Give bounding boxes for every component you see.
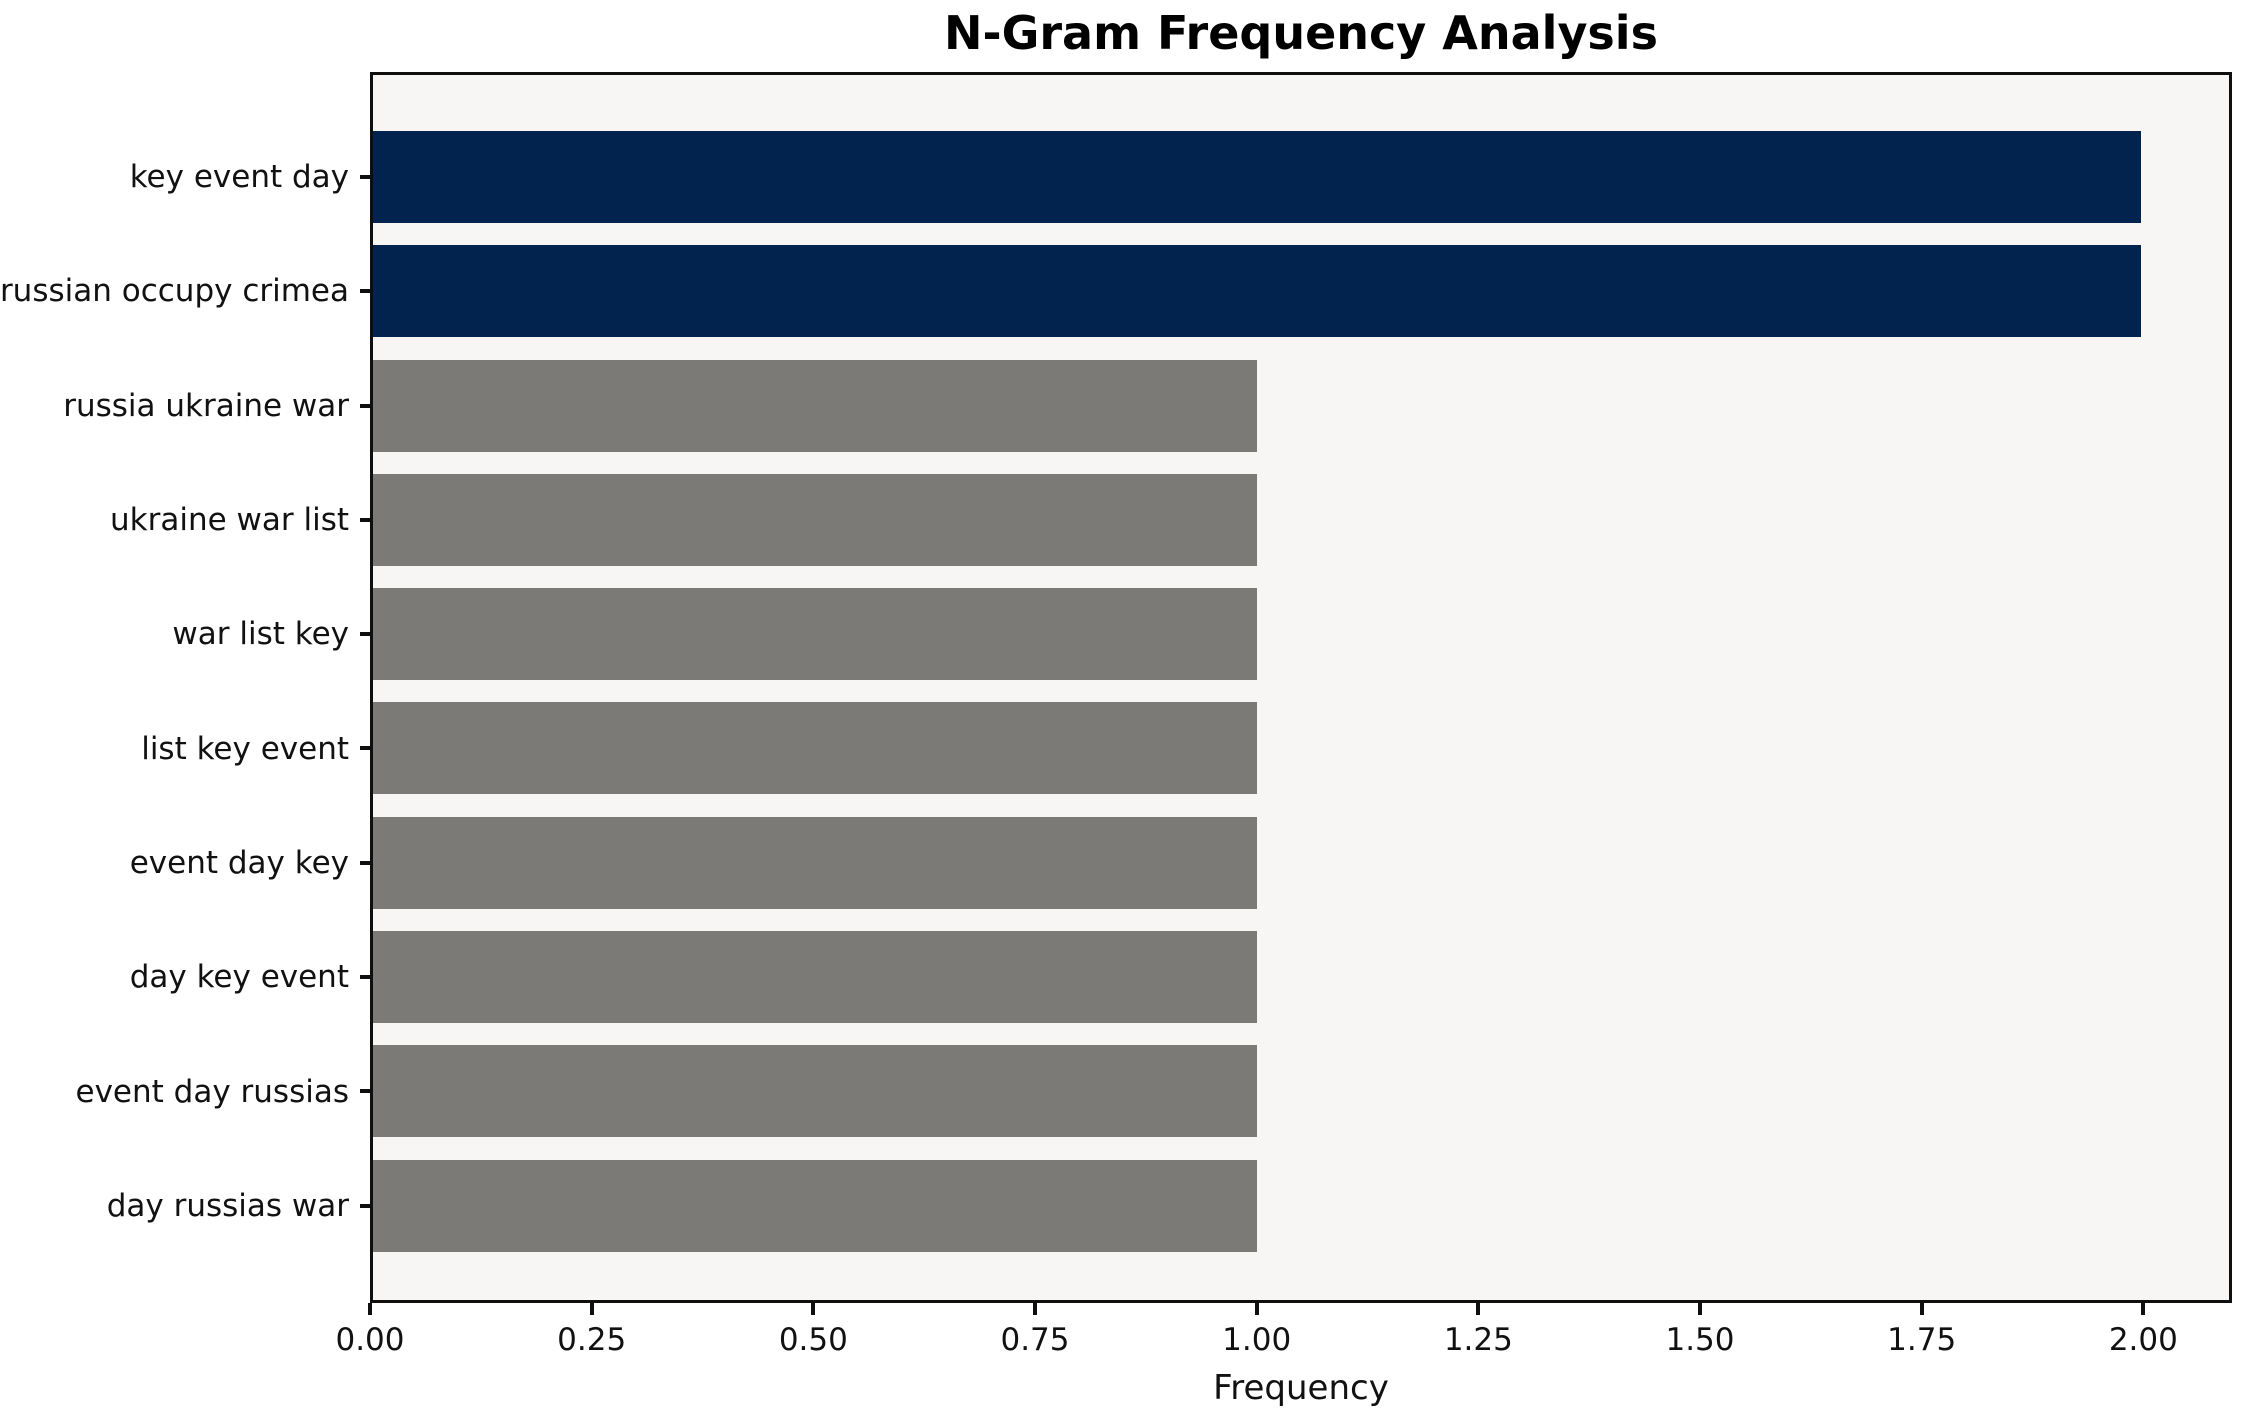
x-tick-mark — [811, 1303, 816, 1315]
bar-row: event day russias — [76, 1034, 2229, 1148]
y-tick-label: event day key — [129, 844, 349, 881]
y-tick-mark — [360, 1203, 370, 1208]
bar — [373, 931, 1257, 1024]
y-tick-label: russia ukraine war — [63, 387, 349, 424]
x-tick-mark — [1476, 1303, 1481, 1315]
bar-row: event day key — [130, 806, 2229, 920]
y-tick-label: day russias war — [106, 1187, 349, 1224]
y-tick-label: day key event — [129, 959, 349, 996]
x-tick-label: 0.00 — [335, 1322, 405, 1358]
y-tick-mark — [360, 860, 370, 865]
x-tick-mark — [1698, 1303, 1702, 1315]
bar-row: day key event — [130, 920, 2229, 1034]
x-tick-mark — [589, 1303, 594, 1315]
bar-row: ukraine war list — [110, 463, 2229, 577]
bar — [373, 816, 1257, 909]
y-tick-label: ukraine war list — [109, 502, 349, 539]
bar — [373, 473, 1257, 566]
y-tick-mark — [360, 517, 370, 522]
plot-area: key event day russian occupy crimea russia… — [0, 72, 2232, 1303]
bar-row: key event day — [130, 120, 2229, 234]
y-tick-label: event day russias — [75, 1073, 349, 1110]
y-tick-label: key event day — [129, 159, 349, 196]
x-tick-label: 1.75 — [1887, 1322, 1957, 1358]
x-tick-label: 1.00 — [1222, 1322, 1292, 1358]
bar — [373, 245, 2141, 338]
y-tick-label: war list key — [172, 616, 349, 653]
bar-row: war list key — [172, 577, 2229, 691]
x-tick-mark — [1254, 1303, 1259, 1315]
x-axis-label: Frequency — [1213, 1368, 1389, 1408]
bar — [373, 1159, 1257, 1252]
bar-row: day russias war — [107, 1149, 2229, 1263]
y-tick-label: list key event — [141, 730, 349, 767]
x-tick-mark — [2141, 1303, 2146, 1315]
x-tick-label: 2.00 — [2108, 1322, 2178, 1358]
x-tick-label: 0.50 — [778, 1322, 848, 1358]
y-tick-mark — [360, 289, 370, 294]
y-tick-mark — [360, 975, 370, 980]
bar-row: list key event — [141, 691, 2229, 805]
y-tick-mark — [360, 632, 370, 637]
bar — [373, 131, 2141, 223]
x-tick-mark — [368, 1303, 372, 1315]
bar — [373, 359, 1257, 452]
x-tick-label: 1.50 — [1665, 1322, 1735, 1358]
bars: key event day russian occupy crimea russia… — [0, 120, 2229, 1263]
bar — [373, 702, 1257, 795]
x-tick-mark — [1919, 1303, 1924, 1315]
y-tick-mark — [360, 403, 370, 408]
chart-title: N-Gram Frequency Analysis — [944, 6, 1658, 60]
y-tick-label: russian occupy crimea — [0, 273, 349, 310]
bar — [373, 1045, 1257, 1138]
x-tick-label: 0.25 — [557, 1322, 627, 1358]
y-tick-mark — [360, 746, 370, 751]
bar — [373, 588, 1257, 681]
bar-row: russian occupy crimea — [0, 234, 2229, 348]
y-tick-mark — [360, 1089, 370, 1094]
x-tick-label: 0.75 — [1000, 1322, 1070, 1358]
x-tick-mark — [1033, 1303, 1037, 1315]
x-tick-label: 1.25 — [1443, 1322, 1513, 1358]
y-tick-mark — [360, 175, 370, 179]
bar-row: russia ukraine war — [63, 349, 2229, 463]
